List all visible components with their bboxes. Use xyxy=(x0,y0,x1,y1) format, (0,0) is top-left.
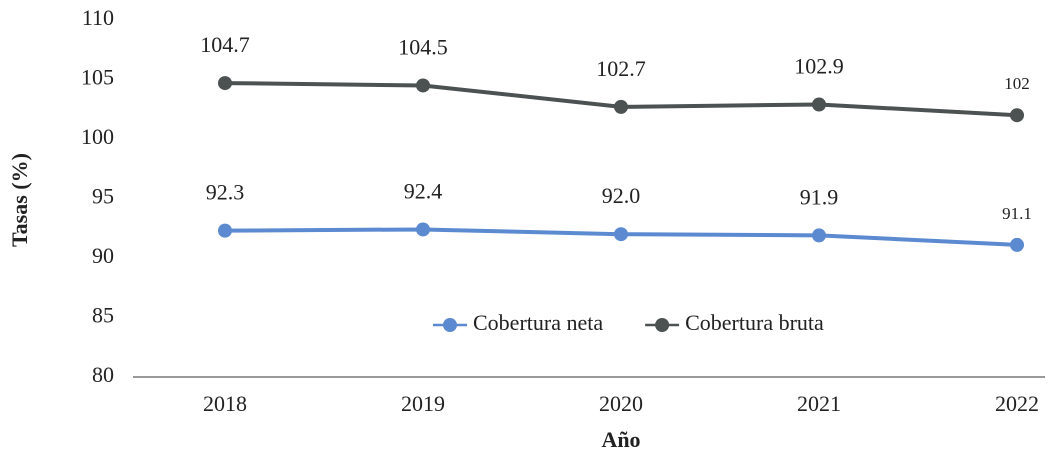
data-label: 92.4 xyxy=(404,178,443,203)
point xyxy=(614,99,628,114)
data-label: 92.3 xyxy=(206,180,245,205)
point xyxy=(416,222,430,237)
point xyxy=(416,78,430,93)
point xyxy=(218,76,232,91)
point xyxy=(1010,108,1024,123)
data-label: 104.5 xyxy=(398,34,448,59)
x-tick-label: 2018 xyxy=(203,391,247,416)
data-label: 102 xyxy=(1004,74,1030,93)
x-tick-label: 2021 xyxy=(797,391,841,416)
y-tick-label: 80 xyxy=(92,362,114,387)
point xyxy=(812,97,826,112)
y-tick-label: 85 xyxy=(92,303,114,328)
point xyxy=(218,223,232,238)
y-axis-label: Tasas (%) xyxy=(7,153,32,247)
data-label: 104.7 xyxy=(200,32,250,57)
x-tick-label: 2020 xyxy=(599,391,643,416)
x-tick-label: 2019 xyxy=(401,391,445,416)
point xyxy=(614,227,628,242)
data-label: 91.1 xyxy=(1002,204,1032,223)
data-label: 102.7 xyxy=(596,56,646,81)
legend-label: Cobertura bruta xyxy=(685,310,824,335)
x-axis-label: Año xyxy=(601,427,640,452)
point xyxy=(1010,237,1024,252)
point xyxy=(812,228,826,243)
legend-label: Cobertura neta xyxy=(473,310,603,335)
y-tick-label: 105 xyxy=(81,65,114,90)
x-tick-label: 2022 xyxy=(995,391,1039,416)
y-tick-label: 100 xyxy=(81,124,114,149)
data-label: 102.9 xyxy=(794,54,844,79)
y-tick-label: 95 xyxy=(92,184,114,209)
data-label: 92.0 xyxy=(602,183,641,208)
data-label: 91.9 xyxy=(800,184,839,209)
y-tick-label: 110 xyxy=(82,5,114,30)
legend-marker xyxy=(655,318,670,332)
legend-marker xyxy=(443,318,457,332)
y-tick-label: 90 xyxy=(92,243,114,268)
